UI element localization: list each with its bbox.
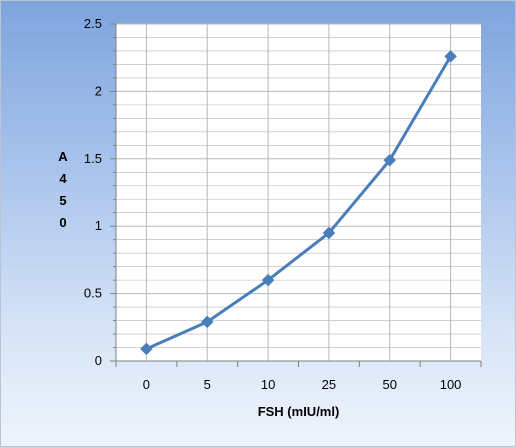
data-point-marker [444,49,457,63]
series-line [144,54,453,351]
x-axis-title: FSH (mIU/ml) [258,404,340,419]
x-tick-label: 5 [204,377,211,392]
x-tick-label: 25 [322,377,336,392]
x-tick-label: 0 [143,377,150,392]
data-point-marker [140,342,153,356]
y-tick-label: 2 [95,83,102,98]
minor-gridlines [116,37,481,348]
data-point-marker [200,315,214,329]
data-point-marker [383,153,397,167]
y-tick-label: 2.5 [84,16,102,31]
y-tick-label: 0.5 [84,286,102,301]
data-point-marker [322,226,336,240]
y-axis-title-char: A [58,149,68,164]
x-tick-label: 50 [383,377,397,392]
y-tick-label: 1 [95,218,102,233]
x-tick-label: 10 [261,377,275,392]
x-tick-label: 100 [440,377,462,392]
y-axis-title-char: 4 [59,171,67,186]
data-series [140,49,457,356]
y-tick-label: 0 [95,353,102,368]
axes [110,23,482,367]
y-axis-title-char: 5 [59,193,66,208]
y-tick-label: 1.5 [84,151,102,166]
data-point-marker [261,273,275,287]
y-axis-title-char: 0 [59,215,66,230]
plot-area [116,24,481,361]
